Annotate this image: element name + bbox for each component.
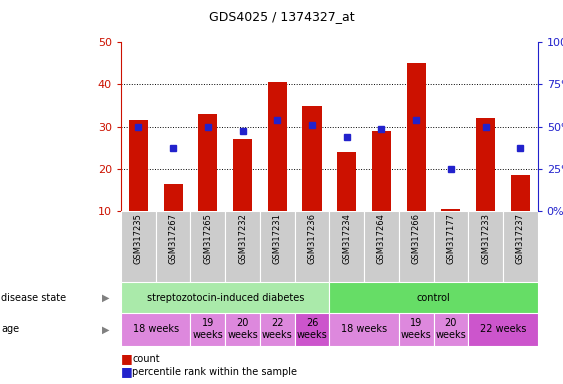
Text: GSM317231: GSM317231 [273, 214, 282, 264]
Text: 20
weeks: 20 weeks [436, 318, 466, 340]
Text: ■: ■ [121, 353, 133, 366]
Text: control: control [417, 293, 450, 303]
Bar [329, 313, 399, 346]
Text: streptozotocin-induced diabetes: streptozotocin-induced diabetes [146, 293, 304, 303]
Text: 26
weeks: 26 weeks [297, 318, 327, 340]
Bar [294, 211, 329, 282]
Bar [434, 211, 468, 282]
Text: ■: ■ [121, 365, 133, 378]
Bar [121, 313, 190, 346]
Text: GSM317235: GSM317235 [134, 214, 143, 264]
Bar [468, 211, 503, 282]
Bar [129, 121, 148, 211]
Bar [468, 313, 538, 346]
Text: GSM317232: GSM317232 [238, 214, 247, 264]
Text: GSM317236: GSM317236 [307, 214, 316, 264]
Bar [406, 63, 426, 211]
Bar [503, 211, 538, 282]
Bar [372, 131, 391, 211]
Text: GSM317266: GSM317266 [412, 214, 421, 264]
Text: disease state: disease state [1, 293, 66, 303]
Text: GSM317233: GSM317233 [481, 214, 490, 264]
Text: GSM317237: GSM317237 [516, 214, 525, 264]
Bar [329, 211, 364, 282]
Text: count: count [132, 354, 160, 364]
Text: 20
weeks: 20 weeks [227, 318, 258, 340]
Bar [260, 211, 294, 282]
Bar [294, 313, 329, 346]
Bar [260, 313, 294, 346]
Bar [268, 83, 287, 211]
Text: ▶: ▶ [102, 324, 110, 334]
Text: 22
weeks: 22 weeks [262, 318, 293, 340]
Text: 18 weeks: 18 weeks [341, 324, 387, 334]
Bar [337, 152, 356, 211]
Bar [476, 118, 495, 211]
Bar [225, 211, 260, 282]
Bar [233, 139, 252, 211]
Bar [511, 175, 530, 211]
Text: ▶: ▶ [102, 293, 110, 303]
Bar [198, 114, 217, 211]
Bar [329, 282, 538, 313]
Text: age: age [1, 324, 19, 334]
Text: percentile rank within the sample: percentile rank within the sample [132, 367, 297, 377]
Bar [302, 106, 321, 211]
Bar [399, 313, 434, 346]
Text: GSM317177: GSM317177 [446, 214, 455, 264]
Bar [441, 209, 461, 211]
Text: 19
weeks: 19 weeks [401, 318, 431, 340]
Bar [156, 211, 190, 282]
Bar [121, 211, 156, 282]
Text: GSM317234: GSM317234 [342, 214, 351, 264]
Text: 22 weeks: 22 weeks [480, 324, 526, 334]
Text: 18 weeks: 18 weeks [133, 324, 179, 334]
Bar [364, 211, 399, 282]
Bar [190, 313, 225, 346]
Bar [164, 184, 182, 211]
Text: GSM317264: GSM317264 [377, 214, 386, 264]
Bar [434, 313, 468, 346]
Bar [190, 211, 225, 282]
Text: GDS4025 / 1374327_at: GDS4025 / 1374327_at [209, 10, 354, 23]
Bar [399, 211, 434, 282]
Bar [121, 282, 329, 313]
Text: 19
weeks: 19 weeks [193, 318, 223, 340]
Bar [225, 313, 260, 346]
Text: GSM317267: GSM317267 [169, 214, 177, 264]
Text: GSM317265: GSM317265 [203, 214, 212, 264]
